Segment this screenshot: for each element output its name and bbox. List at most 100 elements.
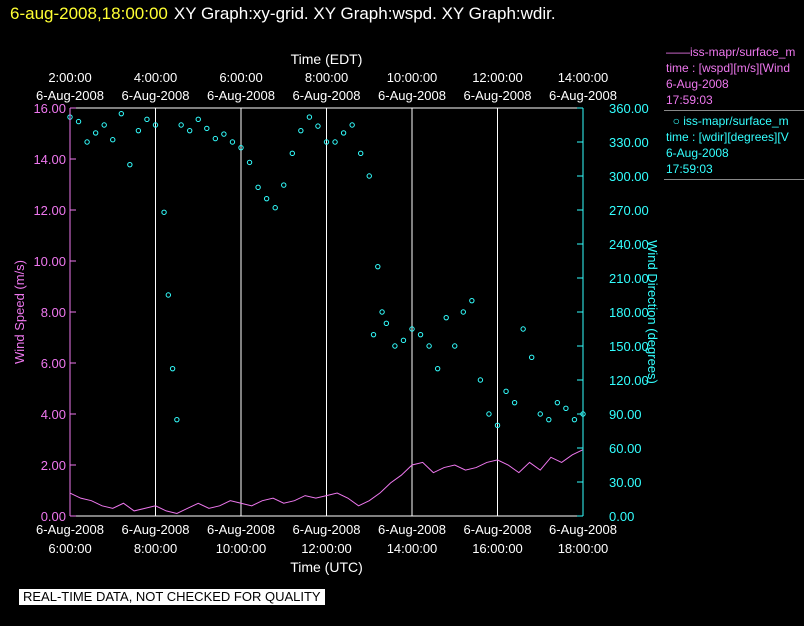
right-tick-label: 330.00	[609, 135, 649, 150]
wind-direction-point	[204, 125, 210, 132]
legend-dir-series: ○ iss-mapr/surface_m	[666, 114, 789, 128]
wind-direction-point	[332, 139, 338, 145]
top-tick-date: 6-Aug-2008	[207, 88, 275, 103]
wind-direction-point	[460, 309, 466, 315]
bottom-tick-time: 14:00:00	[387, 541, 438, 556]
bottom-tick-time: 16:00:00	[472, 541, 523, 556]
left-tick-label: 8.00	[41, 305, 66, 320]
legend-speed-series: ——iss-mapr/surface_m	[666, 45, 796, 59]
header-timestamp: 6-aug-2008,18:00:00	[10, 4, 168, 23]
wind-direction-point	[272, 205, 278, 211]
wind-direction-point	[315, 123, 321, 129]
wind-direction-point	[571, 416, 578, 423]
wind-direction-point	[443, 314, 449, 321]
right-tick-label: 0.00	[609, 509, 634, 524]
top-tick-time: 14:00:00	[558, 70, 609, 85]
legend-speed-time: 17:59:03	[666, 93, 713, 107]
wind-direction-point	[469, 297, 475, 304]
wind-direction-point	[127, 161, 133, 168]
top-tick-time: 10:00:00	[387, 70, 438, 85]
left-tick-label: 0.00	[41, 509, 66, 524]
wind-direction-point	[537, 411, 543, 417]
legend: ——iss-mapr/surface_m time : [wspd][m/s][…	[664, 44, 804, 180]
wind-direction-point	[174, 416, 180, 423]
wind-direction-point	[84, 139, 90, 145]
left-tick-label: 10.00	[33, 254, 66, 269]
bottom-tick-time: 18:00:00	[558, 541, 609, 556]
bottom-tick-time: 6:00:00	[48, 541, 91, 556]
right-tick-label: 30.00	[609, 475, 642, 490]
legend-dir-time: 17:59:03	[666, 162, 713, 176]
top-tick-date: 6-Aug-2008	[464, 88, 532, 103]
legend-speed-variable: time : [wspd][m/s][Wind	[666, 61, 791, 75]
wind-direction-point	[281, 182, 287, 188]
wind-direction-point	[255, 184, 261, 191]
top-tick-date: 6-Aug-2008	[549, 88, 617, 103]
wind-direction-point	[486, 411, 492, 417]
wind-direction-point	[426, 343, 432, 349]
legend-speed-date: 6-Aug-2008	[666, 77, 729, 91]
wind-direction-point	[298, 127, 304, 134]
legend-dir-date: 6-Aug-2008	[666, 146, 729, 160]
bottom-axis-title: Time (UTC)	[290, 559, 363, 575]
wind-direction-point	[511, 399, 518, 406]
wind-direction-point	[370, 331, 377, 338]
right-axis-title: Wind Direction (degrees)	[645, 240, 660, 384]
header-graph-list: XY Graph:xy-grid. XY Graph:wspd. XY Grap…	[173, 4, 556, 23]
wind-direction-point	[477, 377, 484, 383]
bottom-tick-date: 6-Aug-2008	[293, 522, 361, 537]
right-tick-label: 240.00	[609, 237, 649, 252]
legend-dir-variable: time : [wdir][degrees][V	[666, 130, 789, 144]
wind-direction-point	[246, 159, 253, 166]
quality-disclaimer: REAL-TIME DATA, NOT CHECKED FOR QUALITY	[19, 589, 325, 605]
wind-direction-point	[409, 326, 415, 332]
top-axis-title: Time (EDT)	[291, 51, 363, 67]
top-tick-date: 6-Aug-2008	[293, 88, 361, 103]
right-tick-label: 120.00	[609, 373, 649, 388]
legend-divider	[664, 179, 804, 180]
wind-direction-point	[434, 365, 441, 372]
wind-direction-point	[195, 116, 201, 123]
left-axis-title: Wind Speed (m/s)	[12, 260, 27, 364]
right-tick-label: 90.00	[609, 407, 642, 422]
bottom-tick-date: 6-Aug-2008	[378, 522, 446, 537]
right-tick-label: 210.00	[609, 271, 649, 286]
wind-direction-point	[187, 127, 193, 134]
wind-direction-point	[101, 122, 107, 128]
wind-direction-point	[323, 139, 330, 145]
wind-speed-line	[69, 449, 584, 514]
wind-direction-point	[118, 110, 125, 117]
bottom-tick-date: 6-Aug-2008	[549, 522, 617, 537]
wind-direction-point	[520, 326, 526, 332]
left-tick-label: 6.00	[41, 356, 66, 371]
wind-direction-point	[375, 263, 381, 270]
wind-direction-point	[161, 209, 167, 215]
top-tick-time: 12:00:00	[472, 70, 523, 85]
wind-direction-point	[169, 365, 176, 372]
wind-direction-point	[212, 135, 219, 142]
wind-direction-point	[554, 399, 561, 406]
right-tick-label: 150.00	[609, 339, 649, 354]
left-tick-label: 14.00	[33, 152, 66, 167]
wind-direction-point	[503, 388, 509, 395]
wind-direction-point	[366, 173, 372, 179]
bottom-tick-time: 12:00:00	[301, 541, 352, 556]
wind-direction-point	[452, 343, 458, 349]
legend-wind-speed: ——iss-mapr/surface_m time : [wspd][m/s][…	[664, 44, 804, 108]
wind-direction-point	[229, 139, 236, 145]
wind-direction-point	[494, 422, 501, 429]
wind-direction-point	[110, 137, 116, 143]
top-tick-time: 2:00:00	[48, 70, 91, 85]
right-tick-label: 180.00	[609, 305, 649, 320]
wind-direction-point	[165, 292, 172, 298]
wind-direction-point	[529, 354, 535, 361]
bottom-tick-date: 6-Aug-2008	[207, 522, 275, 537]
wind-direction-point	[306, 114, 313, 120]
wind-direction-point	[178, 122, 184, 128]
wind-direction-point	[221, 131, 227, 137]
bottom-tick-time: 8:00:00	[134, 541, 177, 556]
right-tick-label: 270.00	[609, 203, 649, 218]
left-tick-label: 4.00	[41, 407, 66, 422]
top-tick-time: 6:00:00	[219, 70, 262, 85]
